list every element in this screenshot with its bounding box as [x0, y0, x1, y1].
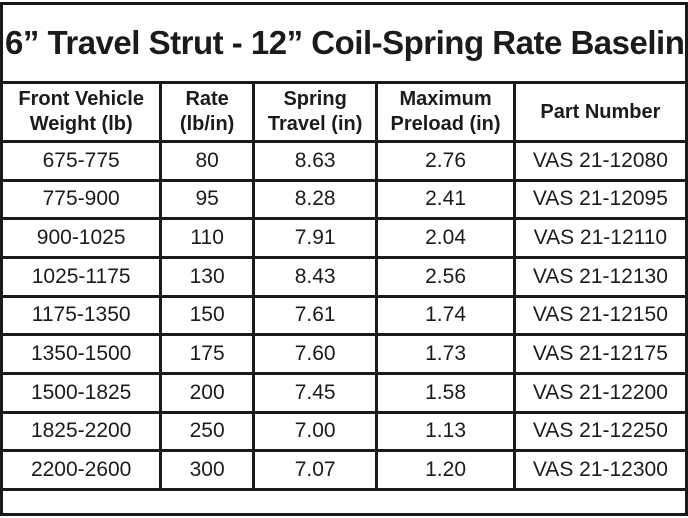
table-row: 1350-1500 175 7.60 1.73 VAS 21-12175: [0, 333, 688, 375]
column-header-front-vehicle-weight: Front Vehicle Weight (lb): [0, 81, 163, 143]
cell-spring-travel: 8.63: [251, 140, 379, 182]
cell-spring-travel: 7.91: [251, 217, 379, 259]
cell-max-preload: 1.20: [375, 449, 516, 491]
table-row: 900-1025 110 7.91 2.04 VAS 21-12110: [0, 217, 688, 259]
empty-footer-row: [0, 488, 688, 516]
cell-part-number: VAS 21-12095: [512, 178, 688, 221]
cell-part-number: VAS 21-12110: [512, 217, 688, 259]
cell-weight-range: 1350-1500: [0, 333, 163, 375]
column-header-rate: Rate (lb/in): [159, 81, 255, 143]
cell-spring-travel: 7.60: [251, 333, 379, 375]
cell-part-number: VAS 21-12080: [512, 140, 688, 182]
cell-rate: 110: [159, 217, 255, 259]
cell-max-preload: 1.74: [375, 294, 516, 337]
cell-rate: 200: [159, 371, 255, 414]
table-title: 6” Travel Strut - 12” Coil-Spring Rate B…: [0, 2, 688, 84]
cell-weight-range: 1175-1350: [0, 294, 163, 337]
table-row: 675-775 80 8.63 2.76 VAS 21-12080: [0, 140, 688, 182]
cell-rate: 95: [159, 178, 255, 221]
cell-weight-range: 1025-1175: [0, 255, 163, 298]
table-row: 1825-2200 250 7.00 1.13 VAS 21-12250: [0, 410, 688, 453]
cell-part-number: VAS 21-12300: [512, 449, 688, 491]
cell-weight-range: 900-1025: [0, 217, 163, 259]
column-header-maximum-preload: Maximum Preload (in): [375, 81, 516, 143]
cell-max-preload: 1.13: [375, 410, 516, 453]
cell-part-number: VAS 21-12175: [512, 333, 688, 375]
cell-spring-travel: 7.00: [251, 410, 379, 453]
table-row: 1500-1825 200 7.45 1.58 VAS 21-12200: [0, 371, 688, 414]
cell-rate: 80: [159, 140, 255, 182]
cell-weight-range: 1500-1825: [0, 371, 163, 414]
table-row: 775-900 95 8.28 2.41 VAS 21-12095: [0, 178, 688, 221]
cell-max-preload: 1.58: [375, 371, 516, 414]
cell-rate: 130: [159, 255, 255, 298]
cell-max-preload: 2.41: [375, 178, 516, 221]
cell-spring-travel: 7.07: [251, 449, 379, 491]
empty-footer-cell: [0, 488, 688, 516]
cell-spring-travel: 8.43: [251, 255, 379, 298]
title-row: 6” Travel Strut - 12” Coil-Spring Rate B…: [0, 2, 688, 84]
cell-spring-travel: 7.45: [251, 371, 379, 414]
table-row: 2200-2600 300 7.07 1.20 VAS 21-12300: [0, 449, 688, 491]
cell-rate: 150: [159, 294, 255, 337]
cell-part-number: VAS 21-12130: [512, 255, 688, 298]
cell-weight-range: 2200-2600: [0, 449, 163, 491]
cell-part-number: VAS 21-12200: [512, 371, 688, 414]
cell-part-number: VAS 21-12150: [512, 294, 688, 337]
cell-spring-travel: 8.28: [251, 178, 379, 221]
header-row: Front Vehicle Weight (lb) Rate (lb/in) S…: [0, 81, 688, 143]
cell-max-preload: 2.56: [375, 255, 516, 298]
cell-part-number: VAS 21-12250: [512, 410, 688, 453]
cell-spring-travel: 7.61: [251, 294, 379, 337]
table-row: 1175-1350 150 7.61 1.74 VAS 21-12150: [0, 294, 688, 337]
cell-max-preload: 2.04: [375, 217, 516, 259]
cell-rate: 250: [159, 410, 255, 453]
cell-weight-range: 1825-2200: [0, 410, 163, 453]
cell-max-preload: 1.73: [375, 333, 516, 375]
cell-rate: 175: [159, 333, 255, 375]
cell-weight-range: 775-900: [0, 178, 163, 221]
table-row: 1025-1175 130 8.43 2.56 VAS 21-12130: [0, 255, 688, 298]
cell-rate: 300: [159, 449, 255, 491]
cell-weight-range: 675-775: [0, 140, 163, 182]
column-header-part-number: Part Number: [512, 81, 688, 143]
cell-max-preload: 2.76: [375, 140, 516, 182]
column-header-spring-travel: Spring Travel (in): [251, 81, 379, 143]
